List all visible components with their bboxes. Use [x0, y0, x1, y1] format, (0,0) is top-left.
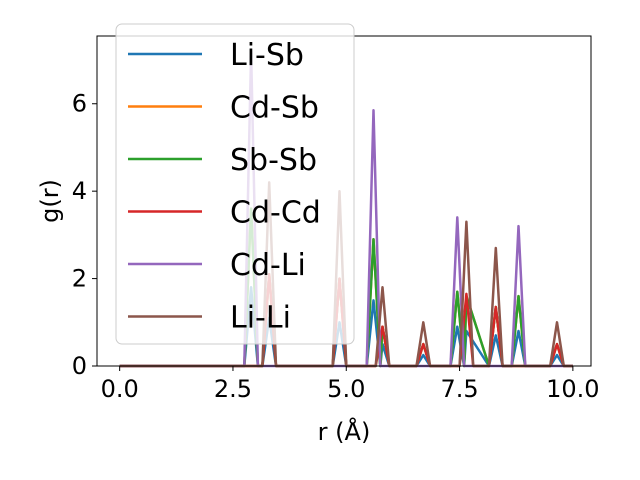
x-axis-label: r (Å): [318, 417, 371, 446]
legend-label: Cd-Sb: [230, 91, 319, 126]
x-tick-label: 7.5: [440, 375, 478, 403]
legend-label: Li-Sb: [230, 38, 304, 73]
legend-label: Sb-Sb: [230, 143, 317, 178]
y-tick-label: 2: [72, 265, 87, 293]
y-tick-label: 4: [72, 177, 87, 205]
legend-label: Cd-Li: [230, 248, 306, 283]
y-axis-ticks: 0 2 4 6: [72, 90, 97, 380]
y-tick-label: 0: [72, 352, 87, 380]
x-tick-label: 0.0: [101, 375, 139, 403]
x-tick-label: 5.0: [327, 375, 365, 403]
legend-label: Li-Li: [230, 301, 291, 336]
x-tick-label: 2.5: [214, 375, 252, 403]
x-tick-label: 10.0: [546, 375, 599, 403]
x-axis-ticks: 0.0 2.5 5.0 7.5 10.0: [101, 366, 600, 403]
y-axis-label: g(r): [36, 179, 64, 223]
legend-label: Cd-Cd: [230, 196, 321, 231]
y-tick-label: 6: [72, 90, 87, 118]
legend: Li-Sb Cd-Sb Sb-Sb Cd-Cd Cd-Li Li-Li: [115, 23, 355, 345]
